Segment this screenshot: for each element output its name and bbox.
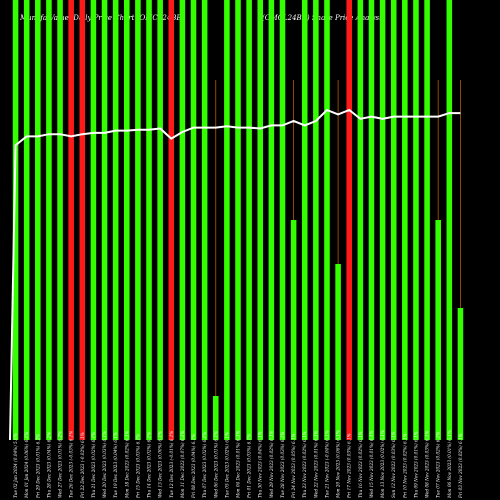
x-tick-label-7: Thu 21 Dec 2023 (0.02%) 6.1%	[91, 432, 96, 498]
bar-1	[23, 0, 30, 440]
x-tick-label-33: Mon 13 Nov 2023 (0.02%) 6.1%	[380, 430, 385, 499]
bar-37	[424, 0, 430, 440]
x-tick-label-28: Tue 21 Nov 2023 (-0.04%) 6.1%	[324, 430, 329, 498]
x-tick-label-32: Wed 15 Nov 2023 (0.01%) 6.1%	[369, 430, 374, 498]
bar-21	[246, 0, 252, 440]
bar-9	[112, 0, 119, 440]
bar-27	[313, 0, 319, 440]
bar-14	[168, 0, 175, 440]
x-tick-label-40: Fri 03 Nov 2023 (0.02%) 6.1%	[458, 433, 463, 499]
bar-25	[290, 220, 297, 440]
tick-layer: Tue 02 Jan 2024 (0.04%) 5.6% Mon 01 Jan 2…	[13, 430, 463, 499]
x-tick-label-5: Tue 26 Dec 2023 (-0.03%) 6.1%	[69, 431, 74, 498]
bar-0	[12, 0, 19, 440]
bar-34	[390, 0, 397, 440]
bar-3	[46, 0, 52, 440]
bar-29	[335, 264, 341, 440]
bar-10	[124, 0, 130, 440]
x-tick-label-25: Fri 24 Nov 2023 (0.05%) 6.1%	[291, 433, 296, 499]
x-tick-label-3: Thu 28 Dec 2023 (0.04%) 6.2%	[46, 432, 51, 498]
bar-5	[68, 0, 74, 440]
bar-22	[257, 0, 264, 440]
x-tick-label-17: Thu 07 Dec 2023 (0.02%) 6.1%	[202, 432, 207, 498]
x-tick-label-9: Tue 19 Dec 2023 (0.04%) 6.1%	[113, 432, 118, 498]
x-tick-label-39: Mon 06 Nov 2023 (0.01%) 6.1%	[447, 430, 452, 499]
x-tick-label-10: Mon 18 Dec 2023 (0.02%) 6.1%	[124, 430, 129, 499]
bar-7	[90, 0, 97, 440]
bar-16	[190, 0, 197, 440]
line-layer	[9, 108, 461, 441]
bar-11	[135, 0, 141, 440]
x-tick-label-26: Thu 23 Nov 2023 (0.02%) 6.1%	[302, 431, 307, 498]
bar-13	[157, 0, 163, 440]
x-tick-label-14: Tue 12 Dec 2023 (-0.01%) 6.1%	[169, 431, 174, 498]
bar-35	[402, 0, 408, 440]
x-tick-label-16: Fri 08 Dec 2023 (0.04%) 6.1%	[191, 434, 196, 499]
bar-24	[279, 0, 286, 440]
x-tick-label-19: Tue 05 Dec 2023 (0.02%) 6.1%	[224, 432, 229, 498]
bar-33	[379, 0, 386, 440]
x-tick-label-1: Mon 01 Jan 2024 (0.06%) 6.1%	[24, 432, 29, 499]
x-tick-label-12: Thu 14 Dec 2023 (0.02%) 6.1%	[147, 432, 152, 498]
bar-6	[79, 0, 86, 440]
x-tick-label-8: Wed 20 Dec 2023 (0.03%) 6.1%	[102, 431, 107, 498]
bar-12	[146, 0, 152, 440]
bar-layer	[12, 0, 464, 440]
bar-17	[201, 0, 208, 440]
x-tick-label-11: Fri 15 Dec 2023 (0.03%) 6.1%	[135, 434, 140, 499]
x-tick-label-31: Thu 16 Nov 2023 (0.02%) 6.1%	[358, 431, 363, 498]
x-tick-label-2: Fri 29 Dec 2023 (0.01%) 6.2%	[35, 434, 40, 499]
bar-30	[346, 0, 352, 440]
bar-26	[301, 0, 308, 440]
price-line	[9, 108, 461, 441]
bar-4	[57, 0, 63, 440]
x-tick-label-4: Wed 27 Dec 2023 (0.01%) 6.2%	[58, 431, 63, 498]
x-tick-label-29: Mon 20 Nov 2023 (0.06%) 6.1%	[336, 430, 341, 499]
bar-15	[179, 0, 186, 440]
bar-39	[446, 0, 453, 440]
x-tick-label-20: Mon 04 Dec 2023 (0.01%) 6.1%	[236, 430, 241, 499]
chart-subtitle: (OMCL24BB) Share Price Analysis	[262, 14, 385, 22]
x-tick-label-13: Wed 13 Dec 2023 (0.00%) 6.1%	[158, 431, 163, 498]
x-tick-label-21: Fri 01 Dec 2023 (0.03%) 6.1%	[247, 434, 252, 499]
x-tick-label-38: Tue 07 Nov 2023 (0.02%) 6.1%	[436, 432, 441, 498]
bar-31	[357, 0, 364, 440]
x-tick-label-36: Thu 09 Nov 2023 (0.01%) 6.1%	[413, 431, 418, 498]
x-tick-label-15: Mon 11 Dec 2023 (0.07%) 6.1%	[180, 430, 185, 499]
x-tick-label-22: Thu 30 Nov 2023 (0.04%) 6.1%	[258, 431, 263, 498]
bar-18	[212, 396, 219, 440]
x-tick-label-6: Fri 22 Dec 2023 (-0.02%) 6.1%	[80, 432, 85, 499]
x-tick-label-18: Wed 06 Dec 2023 (0.01%) 6.1%	[213, 431, 218, 498]
x-tick-label-23: Wed 29 Nov 2023 (0.02%) 6.1%	[269, 430, 274, 498]
bar-19	[224, 0, 230, 440]
x-tick-label-0: Tue 02 Jan 2024 (0.04%) 5.6%	[13, 433, 18, 498]
bar-2	[35, 0, 41, 440]
bar-28	[324, 0, 330, 440]
bar-8	[101, 0, 108, 440]
x-tick-label-37: Wed 08 Nov 2023 (0.03%) 6.1%	[425, 430, 430, 498]
bar-40	[457, 308, 464, 440]
bar-32	[368, 0, 375, 440]
bar-38	[435, 220, 441, 440]
bar-36	[413, 0, 419, 440]
bar-20	[235, 0, 241, 440]
x-tick-label-24: Tue 28 Nov 2023 (0.03%) 6.1%	[280, 432, 285, 498]
bar-23	[268, 0, 275, 440]
x-tick-label-34: Sun 12 Nov 2023 (0.03%) 6.1%	[391, 431, 396, 498]
x-tick-label-30: Fri 17 Nov 2023 (0.03%) 6.1%	[347, 433, 352, 499]
x-tick-label-27: Wed 22 Nov 2023 (0.01%) 6.1%	[313, 430, 318, 498]
x-tick-label-35: Fri 10 Nov 2023 (0.02%) 6.1%	[402, 433, 407, 499]
